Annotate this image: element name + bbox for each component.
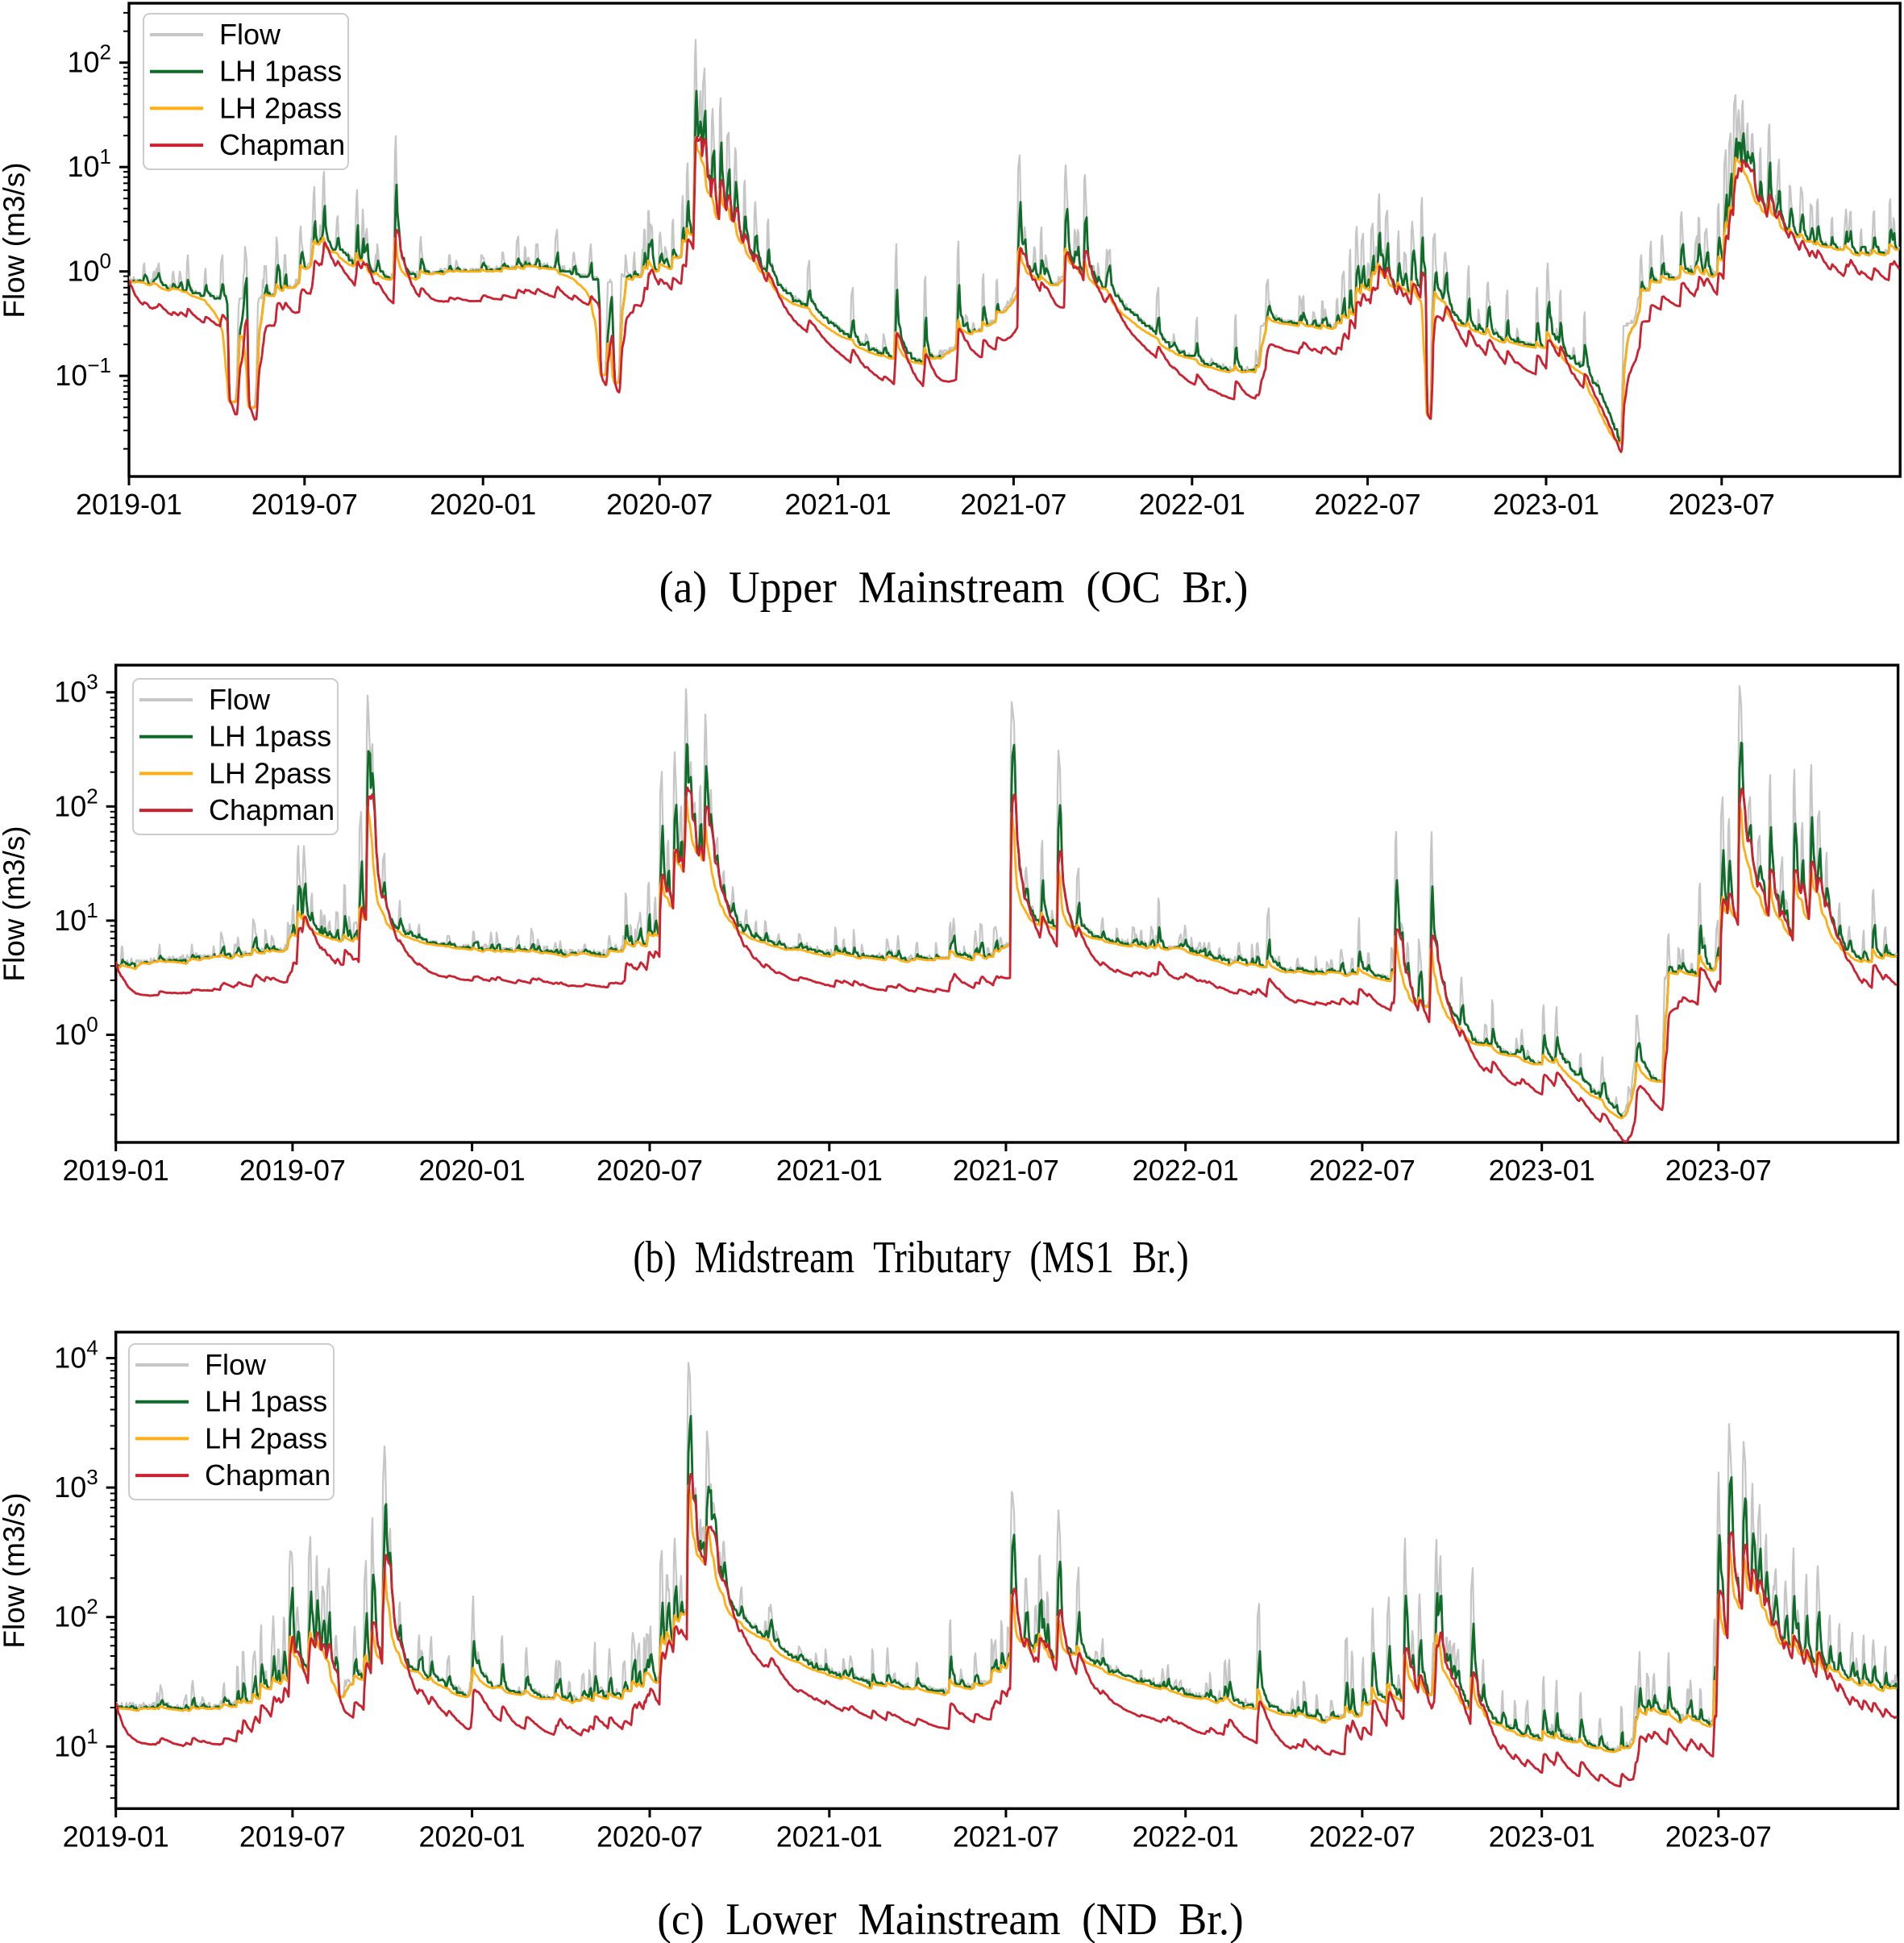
svg-text:101: 101 [54,1724,98,1762]
svg-text:Flow: Flow [219,18,281,51]
svg-text:2020-01: 2020-01 [430,488,536,521]
svg-text:2020-01: 2020-01 [419,1820,526,1853]
svg-text:2019-01: 2019-01 [76,488,182,521]
svg-text:2019-07: 2019-07 [252,488,358,521]
svg-text:2022-07: 2022-07 [1309,1154,1416,1187]
svg-text:2023-07: 2023-07 [1669,488,1775,521]
svg-text:2020-01: 2020-01 [419,1154,526,1187]
svg-text:LH 2pass: LH 2pass [219,91,342,124]
svg-text:102: 102 [67,40,111,79]
svg-text:2021-01: 2021-01 [776,1820,883,1853]
svg-text:LH 1pass: LH 1pass [219,55,342,88]
svg-text:2020-07: 2020-07 [597,1154,703,1187]
svg-text:2022-01: 2022-01 [1133,1154,1239,1187]
svg-text:Chapman: Chapman [219,128,345,161]
svg-text:2019-07: 2019-07 [239,1820,346,1853]
svg-text:LH 2pass: LH 2pass [209,756,331,789]
svg-text:2020-07: 2020-07 [606,488,713,521]
svg-text:103: 103 [54,670,98,709]
svg-text:2021-07: 2021-07 [953,1154,1059,1187]
svg-text:2022-01: 2022-01 [1133,1820,1239,1853]
svg-text:2023-07: 2023-07 [1665,1820,1772,1853]
svg-text:LH 1pass: LH 1pass [205,1385,327,1418]
svg-text:2021-01: 2021-01 [776,1154,883,1187]
svg-text:2023-07: 2023-07 [1665,1154,1772,1187]
svg-text:2021-07: 2021-07 [953,1820,1059,1853]
svg-text:2021-07: 2021-07 [960,488,1066,521]
svg-text:Flow: Flow [209,683,271,716]
svg-text:2021-01: 2021-01 [785,488,892,521]
svg-text:100: 100 [54,1013,98,1051]
svg-text:2023-01: 2023-01 [1489,1154,1595,1187]
svg-text:2022-07: 2022-07 [1315,488,1421,521]
svg-text:Flow: Flow [205,1348,267,1381]
svg-text:2023-01: 2023-01 [1489,1820,1595,1853]
svg-text:Flow (m3/s): Flow (m3/s) [0,162,31,318]
svg-text:2019-01: 2019-01 [63,1154,169,1187]
svg-text:2019-07: 2019-07 [239,1154,346,1187]
svg-text:2020-07: 2020-07 [597,1820,703,1853]
svg-text:2019-01: 2019-01 [63,1820,169,1853]
svg-text:Flow (m3/s): Flow (m3/s) [0,1492,31,1648]
svg-text:2022-01: 2022-01 [1139,488,1245,521]
svg-text:2022-07: 2022-07 [1309,1820,1416,1853]
svg-text:LH 2pass: LH 2pass [205,1421,327,1454]
svg-text:Chapman: Chapman [209,793,335,826]
svg-text:Flow (m3/s): Flow (m3/s) [0,826,31,981]
svg-text:Chapman: Chapman [205,1458,330,1492]
svg-text:LH 1pass: LH 1pass [209,720,331,753]
svg-text:2023-01: 2023-01 [1493,488,1599,521]
